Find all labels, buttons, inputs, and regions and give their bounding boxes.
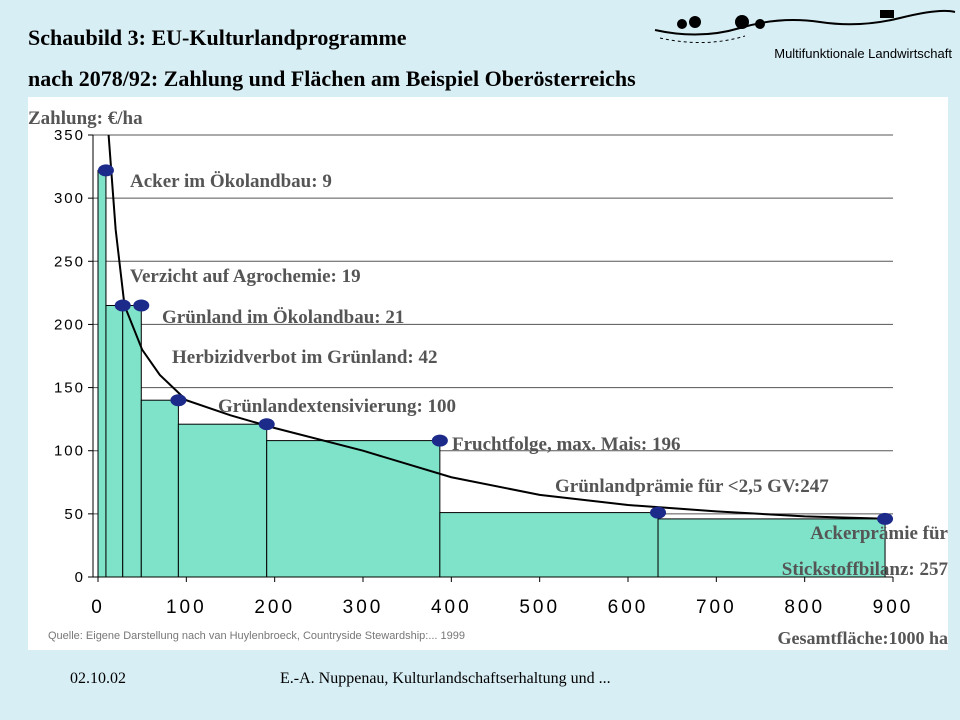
x-tick-label: 900 <box>873 597 914 618</box>
y-tick-label: 100 <box>54 443 85 460</box>
logo: Multifunktionale Landwirtschaft <box>654 9 956 61</box>
footer-date: 02.10.02 <box>70 670 126 687</box>
segment-label: Herbizidverbot im Grünland: 42 <box>172 347 437 368</box>
y-tick-label: 50 <box>64 506 85 523</box>
bar <box>177 423 268 578</box>
logo-line <box>654 9 956 36</box>
bar <box>140 399 179 578</box>
logo-tree <box>755 19 765 29</box>
x-tick-label: 400 <box>431 597 472 618</box>
logo-tree <box>677 19 687 29</box>
x-tick-label: 500 <box>519 597 560 618</box>
y-tick-label: 300 <box>54 190 85 207</box>
y-tick-label: 0 <box>75 569 85 586</box>
bar <box>439 512 659 578</box>
x-tick-label: 600 <box>608 597 649 618</box>
marker <box>877 512 894 525</box>
logo-text: Multifunktionale Landwirtschaft <box>774 46 952 61</box>
y-tick-label: 250 <box>54 253 85 270</box>
bar <box>97 169 107 578</box>
marker <box>170 394 187 407</box>
segment-label: Grünlandextensivierung: 100 <box>218 396 456 417</box>
marker <box>133 299 150 312</box>
bar <box>266 440 441 578</box>
segment-label: Fruchtfolge, max. Mais: 196 <box>452 434 680 455</box>
x-tick-label: 100 <box>166 597 207 618</box>
y-tick-label: 350 <box>54 127 85 144</box>
marker <box>114 299 131 312</box>
x-axis-label: Gesamtfläche:1000 ha <box>778 628 948 648</box>
segment-label: Ackerprämie für <box>810 523 948 544</box>
title-line: nach 2078/92: Zahlung und Flächen am Bei… <box>28 66 636 91</box>
marker <box>97 164 114 177</box>
x-tick-label: 0 <box>91 597 105 618</box>
marker <box>431 434 448 447</box>
y-tick-label: 200 <box>54 316 85 333</box>
source: Quelle: Eigene Darstellung nach van Huyl… <box>48 630 465 642</box>
segment-label: Acker im Ökolandbau: 9 <box>130 171 332 192</box>
segment-label: Verzicht auf Agrochemie: 19 <box>130 266 361 287</box>
segment-label: Stickstoffbilanz: 257 <box>782 559 949 580</box>
logo-tree <box>735 15 749 29</box>
bar <box>657 518 886 578</box>
segment-label: Grünland im Ökolandbau: 21 <box>162 307 404 328</box>
x-tick-label: 800 <box>784 597 825 618</box>
bar <box>105 304 124 578</box>
curve <box>107 134 894 520</box>
marker <box>650 506 667 519</box>
bar <box>122 304 142 578</box>
x-tick-label: 700 <box>696 597 737 618</box>
logo-fence <box>659 35 746 43</box>
marker <box>258 418 275 431</box>
y-tick-label: 150 <box>54 380 85 397</box>
x-tick-label: 300 <box>343 597 384 618</box>
y-axis-label: Zahlung: €/ha <box>28 108 143 129</box>
x-tick-label: 200 <box>254 597 295 618</box>
logo-house <box>880 10 894 18</box>
footer-text: E.-A. Nuppenau, Kulturlandschaftserhaltu… <box>280 670 611 687</box>
title-line: Schaubild 3: EU-Kulturlandprogramme <box>28 25 407 50</box>
logo-tree <box>689 16 701 28</box>
segment-label: Grünlandprämie für <2,5 GV:247 <box>555 476 829 497</box>
